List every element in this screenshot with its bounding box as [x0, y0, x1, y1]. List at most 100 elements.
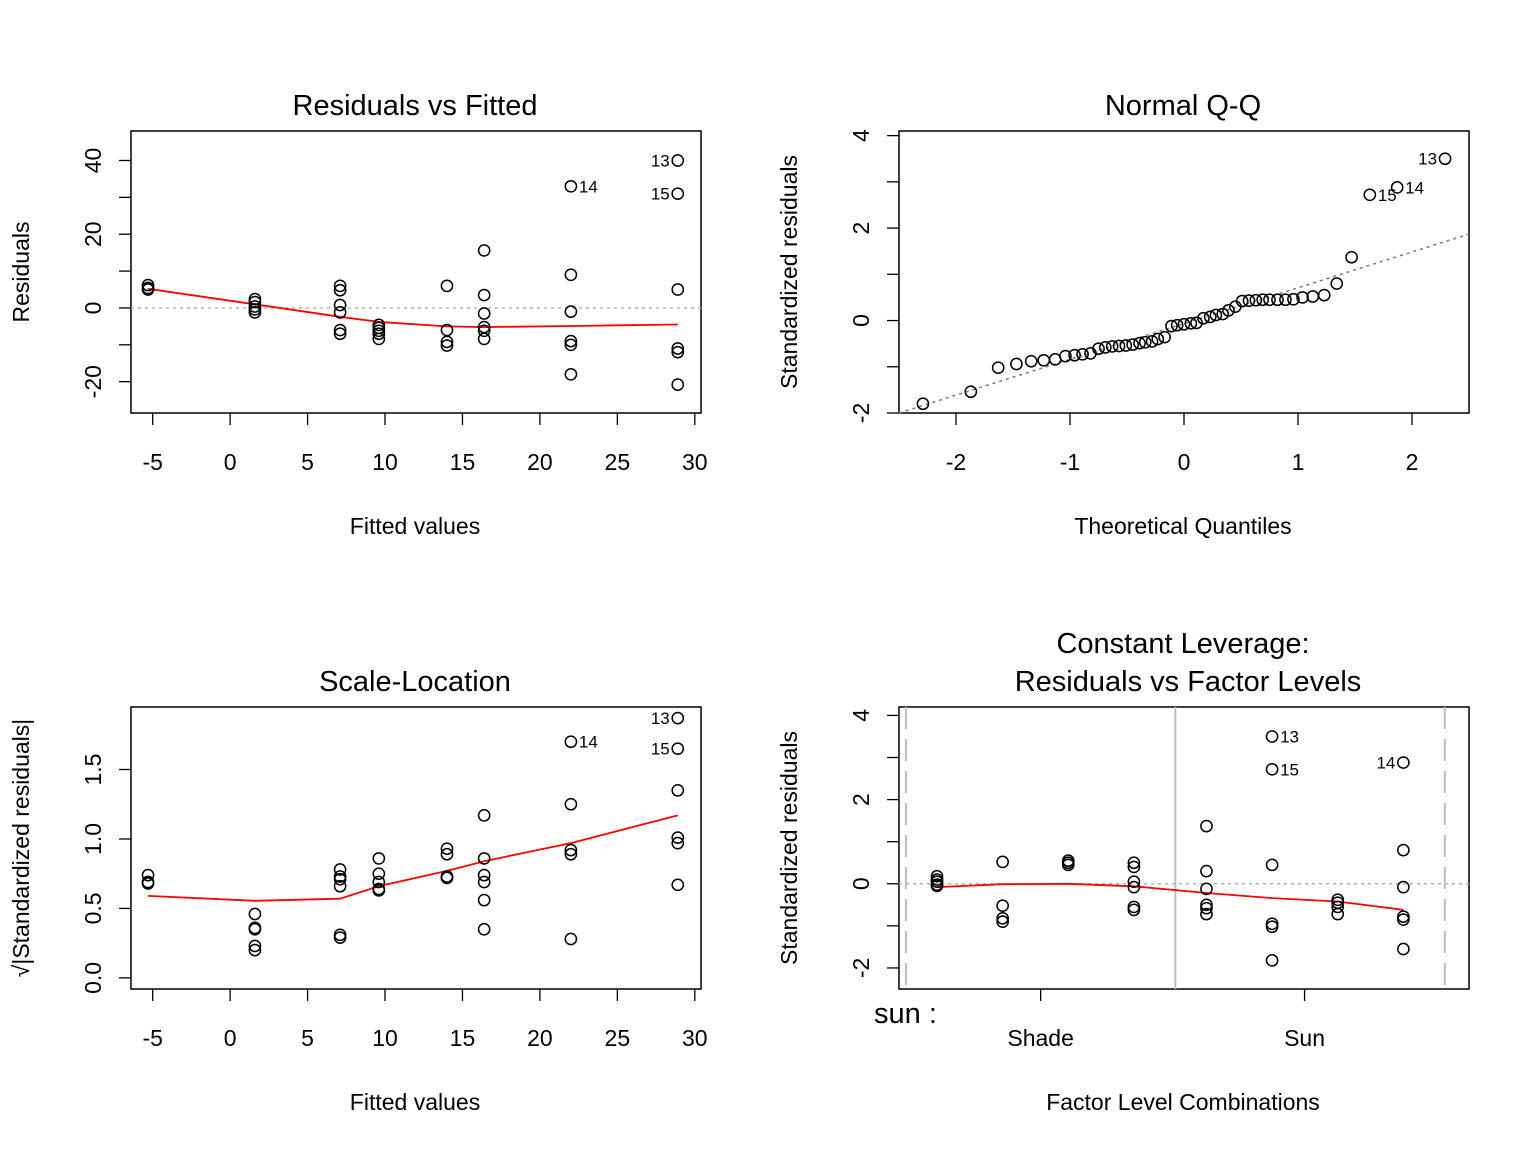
- sl-y-tick-label: 1.5: [80, 754, 106, 786]
- sl-data-point: [333, 863, 347, 876]
- lev-data-point: [996, 855, 1009, 869]
- sl-data-point: [564, 847, 578, 861]
- qq-data-point: [1345, 250, 1358, 264]
- rvf-xlabel: Fitted values: [350, 513, 480, 539]
- sl-ylabel: √|Standardized residuals|: [8, 719, 34, 978]
- rvf-outlier-label: 14: [579, 177, 598, 196]
- sl-xlabel: Fitted values: [350, 1089, 480, 1115]
- rvf-data-point: [671, 345, 685, 359]
- residuals-vs-fitted-panel: Residuals vs Fitted Fitted values Residu…: [8, 90, 708, 539]
- sl-data-point: [440, 842, 454, 856]
- lev-factor-label: sun :: [874, 998, 937, 1030]
- sl-x-tick-label: 20: [527, 1025, 553, 1051]
- lev-data-point: [1265, 730, 1279, 743]
- qq-ylabel: Standardized residuals: [776, 155, 802, 389]
- lev-data-point: [1200, 819, 1213, 833]
- sl-y-tick-label: 0.5: [80, 892, 106, 924]
- qq-outlier-label: 14: [1405, 178, 1424, 197]
- rvf-x-tick-label: 0: [224, 449, 237, 475]
- lev-data-point: [1397, 880, 1410, 894]
- sl-data-point: [477, 868, 491, 882]
- qq-data-point: [1145, 334, 1159, 348]
- lev-outlier-label: 15: [1280, 760, 1299, 779]
- sl-data-point: [372, 852, 386, 865]
- qq-y-tick-label: 4: [848, 129, 874, 142]
- sl-data-point: [477, 875, 491, 889]
- qq-data-point: [1235, 294, 1249, 308]
- qq-data-point: [1165, 319, 1178, 333]
- qq-data-point: [1119, 339, 1133, 352]
- lev-data-point: [1265, 954, 1279, 967]
- sl-data-point: [564, 735, 578, 749]
- sl-x-tick-label: 10: [372, 1025, 398, 1051]
- lev-data-point: [930, 869, 944, 883]
- qq-data-point: [1092, 342, 1105, 356]
- rvf-x-tick-label: 30: [682, 449, 708, 475]
- qq-data-point: [1197, 311, 1210, 325]
- rvf-y-tick-label: 0: [80, 302, 106, 315]
- lev-data-point: [1331, 900, 1345, 914]
- qq-data-point: [1010, 357, 1023, 371]
- sl-data-point: [477, 893, 491, 907]
- rvf-data-point: [440, 339, 454, 352]
- sl-x-tick-label: 30: [682, 1025, 708, 1051]
- qq-outlier-label: 15: [1378, 186, 1397, 205]
- sl-title: Scale-Location: [319, 666, 511, 698]
- lev-data-point: [1127, 860, 1141, 874]
- qq-data-point: [1390, 181, 1404, 194]
- sl-outlier-label: 14: [579, 733, 598, 752]
- sl-data-point: [372, 884, 386, 897]
- sl-data-point: [248, 939, 262, 953]
- rvf-data-point: [372, 327, 386, 341]
- qq-data-point: [1279, 293, 1292, 307]
- lev-data-point: [1127, 880, 1141, 894]
- lev-data-point: [1397, 942, 1410, 956]
- rvf-x-tick-label: 25: [605, 449, 631, 475]
- qq-data-point: [1151, 332, 1165, 346]
- lev-data-point: [1265, 762, 1279, 776]
- normal-qq-panel: Normal Q-Q Theoretical Quantiles Standar…: [776, 90, 1470, 539]
- sl-data-point: [440, 847, 454, 861]
- qq-data-point: [1242, 294, 1256, 308]
- rvf-data-point: [564, 338, 578, 352]
- rvf-data-point: [671, 187, 685, 201]
- qq-data-point: [1170, 318, 1184, 332]
- rvf-x-tick-label: 15: [450, 449, 476, 475]
- qq-data-point: [1105, 340, 1119, 353]
- lev-data-point: [996, 911, 1009, 925]
- lev-data-point: [1200, 864, 1213, 878]
- sl-data-point: [333, 931, 347, 944]
- sl-x-tick-label: 25: [605, 1025, 631, 1051]
- lev-ylabel: Standardized residuals: [776, 731, 802, 965]
- sl-data-point: [440, 871, 454, 885]
- qq-data-point: [1098, 341, 1112, 354]
- lev-data-point: [1397, 843, 1410, 857]
- rvf-data-point: [671, 378, 685, 391]
- rvf-x-tick-label: 20: [527, 449, 553, 475]
- lev-title-line2: Residuals vs Factor Levels: [1015, 666, 1362, 698]
- lev-data-point: [1200, 898, 1213, 912]
- qq-xlabel: Theoretical Quantiles: [1074, 513, 1291, 539]
- rvf-y-tick-label: 40: [80, 148, 106, 174]
- sl-data-point: [477, 809, 491, 822]
- lev-group-label: Sun: [1284, 1025, 1325, 1051]
- qq-data-point: [1203, 310, 1217, 324]
- sl-data-point: [564, 932, 578, 946]
- qq-plot-frame: [898, 130, 1470, 414]
- lev-y-tick-label: 4: [848, 709, 874, 722]
- lev-data-point: [996, 915, 1009, 929]
- rvf-data-point: [477, 324, 491, 338]
- lev-data-point: [1397, 756, 1410, 769]
- lev-data-point: [1265, 920, 1279, 934]
- lev-data-point: [1331, 907, 1345, 921]
- rvf-data-point: [333, 323, 347, 337]
- qq-data-point: [1363, 188, 1377, 202]
- lev-data-point: [1397, 913, 1410, 926]
- qq-data-point: [1256, 293, 1270, 307]
- rvf-data-point: [477, 332, 491, 346]
- sl-data-point: [333, 872, 347, 886]
- sl-x-tick-label: 5: [301, 1025, 314, 1051]
- sl-data-point: [671, 836, 685, 850]
- qq-data-point: [1059, 349, 1072, 363]
- sl-outlier-label: 13: [651, 709, 670, 728]
